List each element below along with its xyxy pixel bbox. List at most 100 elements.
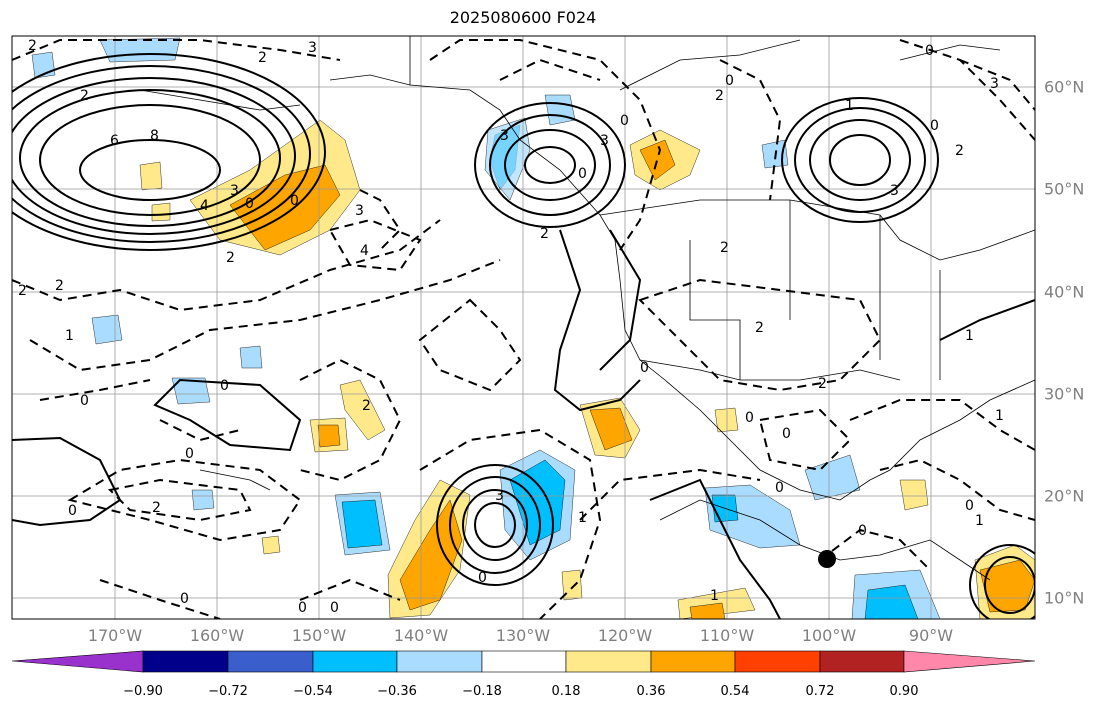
contour-label: 4 — [200, 198, 209, 214]
anomaly-lightblue — [191, 489, 215, 511]
anomaly-yellow — [899, 479, 929, 511]
contour-label: 3 — [495, 488, 504, 504]
colorbar-tick-label: 0.72 — [805, 684, 835, 699]
anomaly-blue — [341, 499, 383, 549]
contour-label: 2 — [80, 88, 89, 104]
lat-label: 60°N — [1044, 77, 1085, 97]
anomaly-orange — [399, 499, 463, 611]
contour-label: 0 — [245, 196, 254, 212]
anomaly-orange — [639, 139, 676, 181]
anomaly-orange — [317, 424, 341, 448]
anomaly-lightblue — [804, 454, 861, 501]
lon-label: 170°W — [87, 626, 143, 645]
contour-label: 2 — [55, 278, 64, 294]
anomaly-lightblue — [91, 314, 123, 345]
contour-labels: 2 3 2 2 6 8 3 4 3 0 0 2 4 2 2 3 0 3 2 2 … — [18, 38, 1004, 616]
contour-label: 0 — [782, 426, 791, 442]
contour-label: 3 — [990, 76, 999, 92]
station-dot — [818, 550, 836, 568]
colorbar-extend-high — [903, 650, 1036, 673]
anomaly-blue — [864, 584, 919, 619]
lon-label: 90°W — [908, 626, 954, 645]
contour-label: 2 — [258, 50, 267, 66]
contour-label: 0 — [68, 503, 77, 519]
lat-label: 50°N — [1044, 179, 1085, 199]
contour-label: 0 — [965, 498, 974, 514]
anomaly-lightblue — [544, 94, 576, 126]
anomaly-lightblue — [239, 345, 263, 369]
contour-label: 2 — [955, 143, 964, 159]
contour-label: 1 — [965, 328, 974, 344]
anomaly-yellow — [261, 535, 281, 555]
lon-label: 160°W — [189, 626, 245, 645]
lon-label: 150°W — [291, 626, 347, 645]
anomaly-lightblue — [99, 37, 181, 63]
colorbar — [11, 650, 1036, 673]
dashed-contours — [12, 39, 1035, 619]
contour-label: 8 — [150, 128, 159, 144]
anomaly-yellow — [151, 202, 171, 222]
contour-label: 1 — [65, 328, 74, 344]
graticule — [12, 36, 1035, 619]
map-border — [11, 35, 1036, 620]
contour-label: 0 — [858, 523, 867, 539]
contour-label: 0 — [775, 480, 784, 496]
contour-label: 3 — [308, 40, 317, 56]
contour-label: 3 — [355, 203, 364, 219]
colorbar-bin — [396, 650, 483, 673]
contour-label: 0 — [930, 118, 939, 134]
contour-label: 0 — [578, 166, 587, 182]
contour-label: 2 — [818, 376, 827, 392]
colorbar-bin — [312, 650, 398, 673]
contour-label: 1 — [995, 408, 1004, 424]
anomaly-orange — [979, 559, 1035, 613]
lat-label: 30°N — [1044, 384, 1085, 404]
coastlines — [139, 36, 1035, 581]
contour-label: 1 — [578, 510, 587, 526]
contour-label: 0 — [478, 570, 487, 586]
colorbar-bin — [227, 650, 314, 673]
lon-label: 140°W — [393, 626, 449, 645]
colorbar-bin — [142, 650, 229, 673]
contour-label: 2 — [362, 398, 371, 414]
contour-label: 0 — [298, 600, 307, 616]
colorbar-tick-label: −0.36 — [377, 684, 417, 699]
colorbar-bin — [481, 650, 567, 673]
colorbar-tick-label: 0.36 — [636, 684, 666, 699]
contour-label: 2 — [28, 38, 37, 54]
anomaly-yellow — [339, 379, 386, 441]
contour-label: 0 — [725, 73, 734, 89]
lon-label: 100°W — [801, 626, 857, 645]
contour-label: 2 — [226, 250, 235, 266]
lat-label: 10°N — [1044, 588, 1085, 608]
lon-label: 110°W — [699, 626, 755, 645]
anomaly-yellow — [714, 407, 739, 433]
colorbar-tick-label: 0.54 — [720, 684, 750, 699]
contour-label: 2 — [720, 240, 729, 256]
colorbar-tick-label: −0.18 — [462, 684, 502, 699]
contour-label: 3 — [500, 128, 509, 144]
anomaly-orange — [589, 407, 633, 451]
colorbar-tick-label: 0.18 — [551, 684, 581, 699]
map-title: 2025080600 F024 — [449, 8, 597, 27]
anomaly-lightblue — [171, 377, 211, 405]
contour-label: 3 — [600, 133, 609, 149]
contour-label: 3 — [230, 183, 239, 199]
colorbar-tick-label: −0.54 — [293, 684, 333, 699]
contour-label: 0 — [220, 378, 229, 394]
lat-label: 20°N — [1044, 486, 1085, 506]
colorbar-bin — [565, 650, 652, 673]
anomaly-orange — [689, 602, 726, 619]
contour-label: 2 — [715, 88, 724, 104]
colorbar-tick-label: −0.90 — [123, 684, 163, 699]
anomaly-yellow — [139, 161, 163, 191]
colorbar-bin — [819, 650, 905, 673]
contour-label: 1 — [975, 513, 984, 529]
lon-label: 130°W — [495, 626, 551, 645]
contour-label: 0 — [620, 113, 629, 129]
colorbar-tick-label: −0.72 — [208, 684, 248, 699]
contour-label: 2 — [18, 283, 27, 299]
contour-label: 0 — [925, 43, 934, 59]
contour-label: 1 — [710, 588, 719, 604]
